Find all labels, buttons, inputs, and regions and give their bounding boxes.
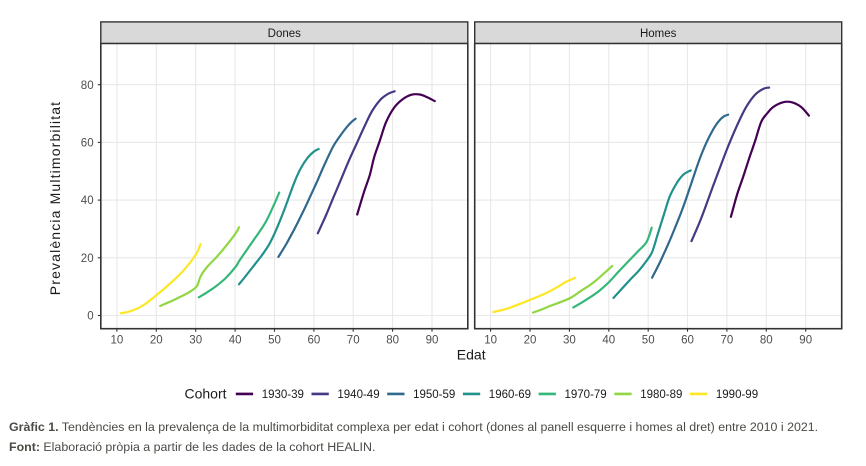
svg-text:40: 40: [602, 335, 615, 347]
svg-text:90: 90: [799, 335, 812, 347]
svg-text:10: 10: [111, 335, 124, 347]
svg-text:50: 50: [642, 335, 655, 347]
svg-text:Dones: Dones: [268, 28, 301, 40]
svg-text:30: 30: [563, 335, 576, 347]
svg-text:1940-49: 1940-49: [337, 389, 379, 401]
svg-text:20: 20: [524, 335, 537, 347]
svg-text:20: 20: [81, 253, 94, 265]
svg-text:90: 90: [426, 335, 439, 347]
svg-text:1970-79: 1970-79: [565, 389, 607, 401]
svg-text:Homes: Homes: [640, 28, 677, 40]
svg-text:1960-69: 1960-69: [489, 389, 531, 401]
svg-text:0: 0: [87, 311, 93, 323]
svg-text:1950-59: 1950-59: [413, 389, 455, 401]
svg-text:Cohort: Cohort: [185, 386, 227, 402]
svg-text:40: 40: [229, 335, 242, 347]
svg-text:50: 50: [268, 335, 281, 347]
svg-text:70: 70: [721, 335, 734, 347]
svg-text:Prevalència Multimorbilitat: Prevalència Multimorbilitat: [47, 101, 63, 295]
svg-text:10: 10: [484, 335, 497, 347]
svg-text:80: 80: [81, 80, 94, 92]
svg-text:80: 80: [760, 335, 773, 347]
svg-text:20: 20: [150, 335, 163, 347]
svg-text:1930-39: 1930-39: [262, 389, 304, 401]
svg-text:60: 60: [308, 335, 321, 347]
svg-text:1990-99: 1990-99: [716, 389, 758, 401]
svg-text:60: 60: [681, 335, 694, 347]
svg-text:30: 30: [189, 335, 202, 347]
svg-text:80: 80: [386, 335, 399, 347]
svg-text:Edat: Edat: [457, 347, 486, 363]
svg-text:60: 60: [81, 138, 94, 150]
svg-text:70: 70: [347, 335, 360, 347]
svg-text:40: 40: [81, 195, 94, 207]
svg-text:1980-89: 1980-89: [640, 389, 682, 401]
